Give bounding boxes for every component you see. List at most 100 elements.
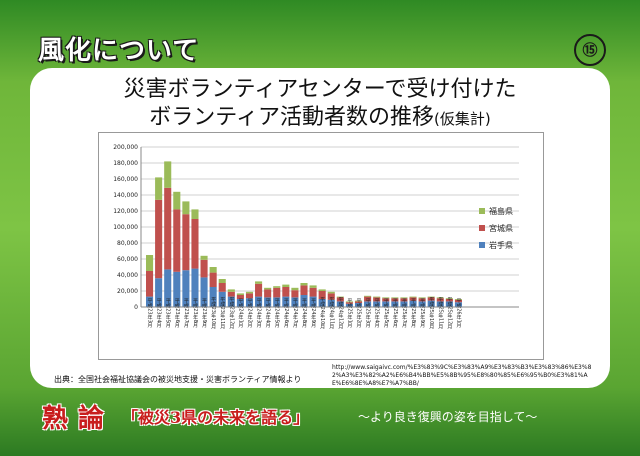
bar-2 [227, 289, 235, 292]
bar-2 [327, 291, 335, 294]
x-tick-label: 平成25年6月 [392, 298, 398, 329]
bar-2 [209, 267, 217, 273]
x-tick-label: 平成25年12月 [446, 297, 452, 331]
bar-1 [445, 299, 453, 302]
y-tick-label: 200,000 [113, 144, 138, 151]
bar-2 [264, 287, 272, 290]
bar-1 [155, 199, 163, 279]
bar-2 [309, 285, 317, 288]
bar-2 [236, 293, 244, 295]
x-tick-label: 平成25年4月 [374, 298, 380, 329]
bar-0 [227, 296, 235, 307]
bar-1 [400, 298, 408, 302]
legend-label: 福島県 [489, 206, 513, 216]
bar-0 [364, 301, 372, 307]
page-title: 風化について [38, 36, 200, 66]
bar-0 [164, 269, 172, 307]
bar-2 [400, 297, 408, 299]
x-tick-label: 平成24年4月 [265, 298, 271, 329]
legend-label: 宮城県 [489, 223, 513, 233]
bar-0 [255, 296, 263, 307]
bar-1 [382, 298, 390, 302]
footer-prefix-1: 熟 [42, 404, 69, 434]
bar-0 [155, 278, 163, 307]
bar-2 [255, 281, 263, 284]
legend-swatch [479, 225, 485, 231]
bar-2 [155, 177, 163, 200]
bar-0 [445, 301, 453, 307]
x-tick-label: 平成25年9月 [419, 298, 425, 329]
legend-label: 岩手県 [489, 240, 513, 250]
bar-1 [191, 219, 199, 269]
bar-1 [454, 299, 463, 303]
bar-0 [454, 302, 463, 307]
source-text: 出典：全国社会福祉協議会の被災地支援・災害ボランティア情報より [54, 375, 302, 384]
bar-2 [373, 296, 381, 298]
legend-swatch [479, 242, 485, 248]
page-number-badge: ⑮ [574, 34, 606, 66]
x-tick-label: 平成25年2月 [356, 298, 362, 329]
bar-0 [245, 298, 254, 307]
bar-2 [382, 297, 390, 299]
x-tick-label: 平成23年7月 [183, 298, 189, 329]
bar-0 [182, 270, 190, 307]
bar-2 [427, 296, 435, 298]
bar-1 [373, 297, 381, 302]
bar-0 [218, 291, 226, 307]
bar-1 [391, 298, 399, 302]
bar-1 [436, 298, 444, 302]
bar-1 [291, 290, 299, 298]
y-tick-label: 100,000 [113, 224, 138, 231]
bar-0 [391, 301, 399, 307]
bar-1 [173, 209, 181, 272]
bar-1 [318, 291, 326, 299]
x-tick-label: 平成24年2月 [246, 298, 252, 329]
bar-1 [264, 289, 272, 298]
bar-0 [418, 301, 426, 307]
bar-0 [200, 277, 208, 307]
bar-1 [273, 287, 281, 298]
x-tick-label: 平成25年11月 [437, 297, 443, 331]
bar-1 [345, 302, 353, 304]
bar-2 [291, 287, 299, 291]
volunteer-chart: 0 20,000 40,000 60,000 80,000 100,000 120,000 1… [113, 144, 519, 331]
bar-2 [454, 299, 463, 300]
x-tick-label: 平成24年12月 [337, 297, 343, 331]
bar-1 [255, 283, 263, 297]
bar-2 [218, 279, 226, 283]
x-tick-label: 平成25年5月 [383, 298, 389, 329]
x-tick-label: 平成24年1月 [237, 298, 243, 329]
slide-title-line1: 災害ボランティアセンターで受け付けた [123, 77, 517, 102]
x-tick-label: 平成23年3月 [147, 298, 153, 329]
bar-1 [300, 285, 308, 295]
bar-2 [164, 161, 172, 188]
x-tick-label: 平成24年11月 [328, 297, 334, 331]
x-tick-label: 平成24年8月 [301, 298, 307, 329]
bar-1 [327, 293, 335, 300]
bar-0 [282, 296, 290, 307]
x-tick-label: 平成24年7月 [292, 298, 298, 329]
bar-0 [209, 287, 217, 307]
bar-0 [409, 300, 417, 307]
bar-2 [354, 300, 363, 302]
bar-1 [218, 283, 226, 292]
slide-title-line2: ボランティア活動者数の推移 [149, 105, 434, 130]
bar-0 [436, 301, 444, 307]
legend-swatch [479, 208, 485, 214]
y-tick-label: 80,000 [117, 240, 138, 247]
bar-1 [209, 272, 217, 287]
bar-2 [336, 296, 344, 298]
bar-2 [345, 301, 353, 303]
bar-1 [364, 296, 372, 302]
footer-banner: 熟 論 「被災3県の未来を語る」 ～より良き復興の姿を目指して～ [30, 398, 610, 434]
y-tick-label: 40,000 [117, 272, 138, 279]
x-tick-label: 平成25年8月 [410, 298, 416, 329]
bar-0 [236, 299, 244, 307]
y-tick-label: 120,000 [113, 208, 138, 215]
bar-1 [418, 298, 426, 302]
y-tick-label: 180,000 [113, 160, 138, 167]
y-tick-label: 60,000 [117, 256, 138, 263]
bar-0 [318, 299, 326, 307]
x-tick-label: 平成23年10月 [210, 297, 216, 331]
bar-1 [145, 271, 154, 297]
